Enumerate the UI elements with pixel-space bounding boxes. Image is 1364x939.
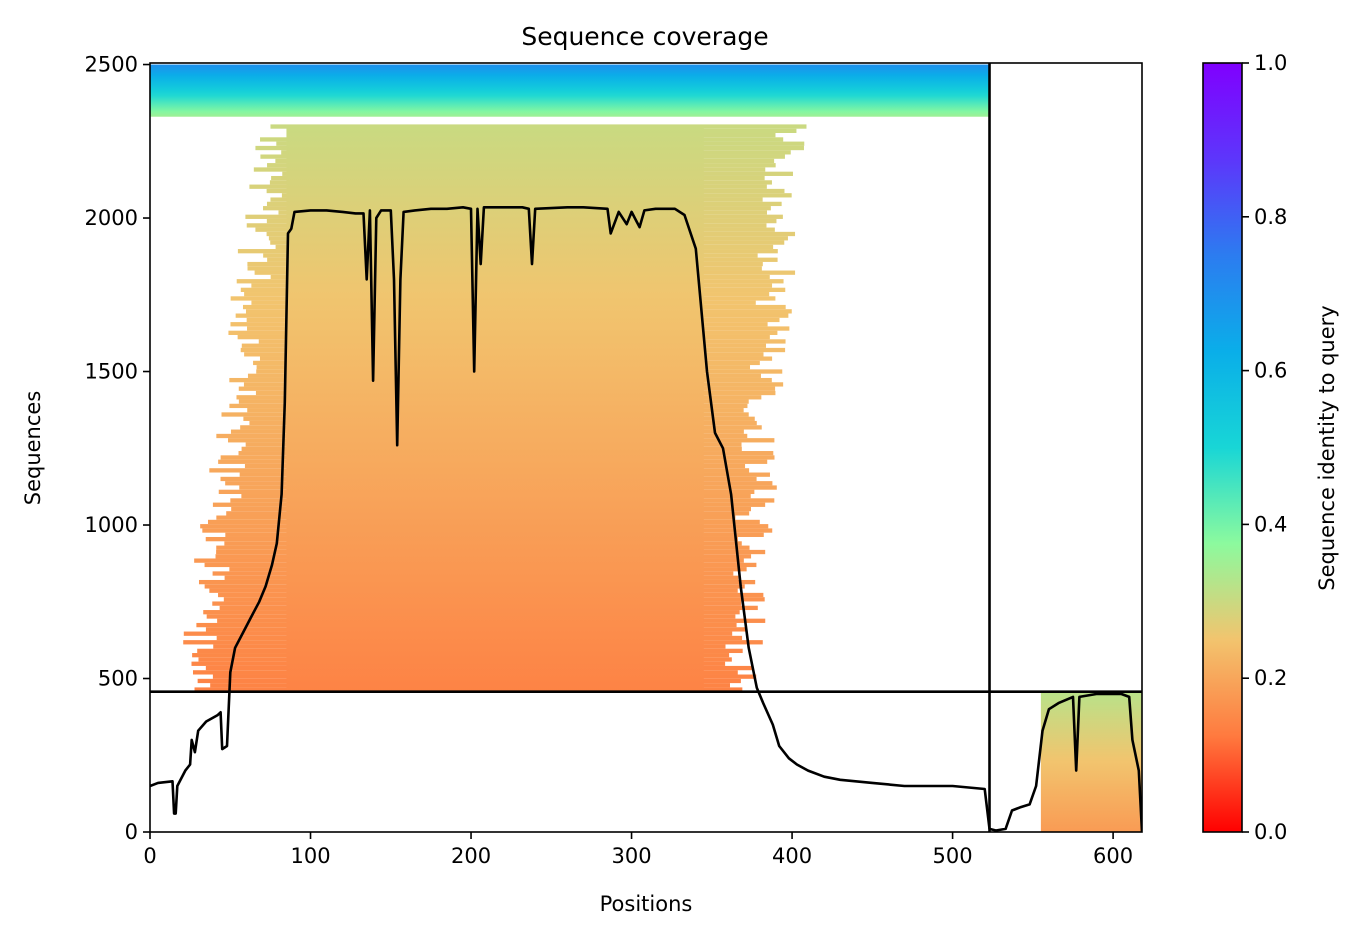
chain-1-core bbox=[286, 125, 704, 692]
x-tick-label: 200 bbox=[451, 844, 491, 868]
colorbar-tick-label: 0.2 bbox=[1254, 666, 1287, 690]
colorbar-tick-label: 0.4 bbox=[1254, 512, 1287, 536]
colorbar-tick-label: 0.6 bbox=[1254, 359, 1287, 383]
y-tick-label: 1000 bbox=[85, 513, 138, 537]
y-tick-label: 1500 bbox=[85, 360, 138, 384]
x-axis-label: Positions bbox=[600, 892, 693, 916]
colorbar-tick-label: 1.0 bbox=[1254, 51, 1287, 75]
plot-area bbox=[150, 63, 1142, 832]
chain-1-top-high-identity bbox=[150, 64, 990, 117]
colorbar-tick-label: 0.8 bbox=[1254, 205, 1287, 229]
coverage-heatmap bbox=[150, 64, 1142, 832]
x-tick-label: 0 bbox=[143, 844, 156, 868]
x-tick-label: 600 bbox=[1093, 844, 1133, 868]
x-tick-label: 300 bbox=[612, 844, 652, 868]
x-tick-label: 500 bbox=[933, 844, 973, 868]
colorbar-label: Sequence identity to query bbox=[1315, 305, 1339, 590]
colorbar: 0.0 0.2 0.4 0.6 0.8 1.0 Sequence identity to … bbox=[1202, 51, 1339, 844]
chain-boundaries bbox=[150, 63, 1142, 832]
colorbar-frame bbox=[1202, 62, 1243, 833]
y-tick-label: 0 bbox=[125, 820, 138, 844]
y-tick-label: 500 bbox=[98, 667, 138, 691]
y-axis-label: Sequences bbox=[21, 391, 45, 506]
y-axis-ticks: 0 500 1000 1500 2000 2500 bbox=[85, 53, 150, 844]
y-tick-label: 2500 bbox=[85, 53, 138, 77]
chart-title: Sequence coverage bbox=[521, 22, 768, 51]
colorbar-gradient bbox=[1203, 63, 1242, 832]
x-axis-ticks: 0 100 200 300 400 500 600 bbox=[143, 832, 1133, 868]
y-tick-label: 2000 bbox=[85, 206, 138, 230]
plot-frame bbox=[149, 62, 1143, 833]
colorbar-tick-label: 0.0 bbox=[1254, 820, 1287, 844]
colorbar-ticks: 0.0 0.2 0.4 0.6 0.8 1.0 bbox=[1242, 51, 1287, 844]
x-tick-label: 100 bbox=[290, 844, 330, 868]
coverage-line bbox=[150, 206, 1142, 832]
x-tick-label: 400 bbox=[772, 844, 812, 868]
chain-2-block bbox=[1040, 691, 1142, 832]
